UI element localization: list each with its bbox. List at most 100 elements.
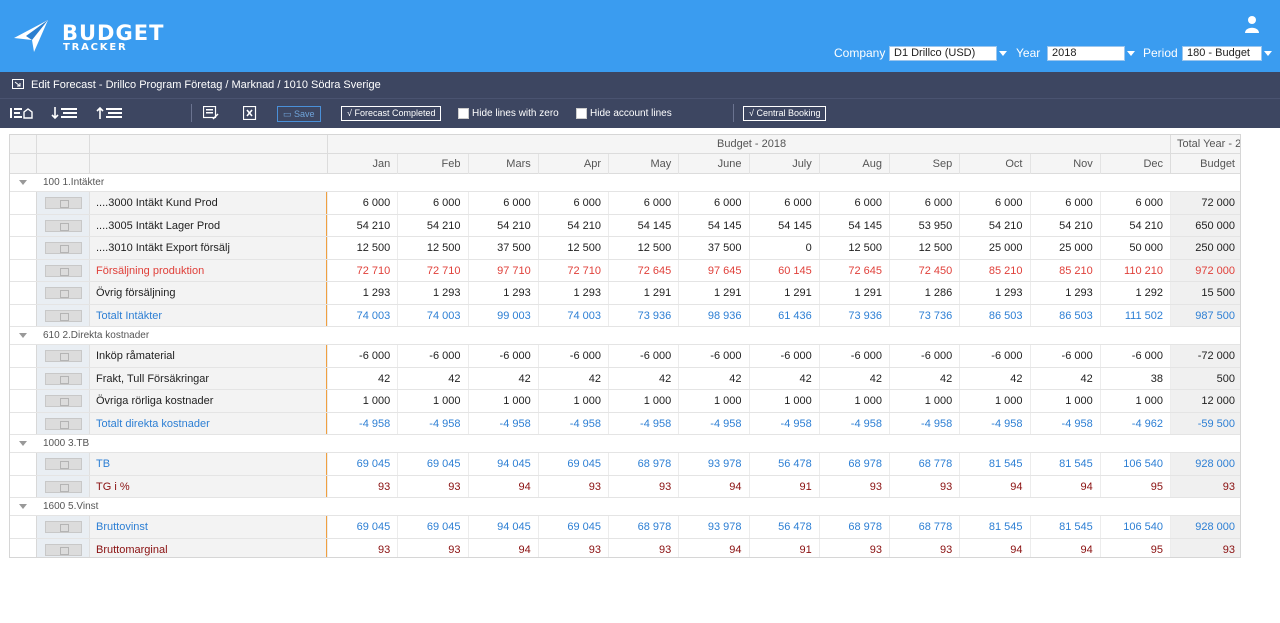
value-cell-mars[interactable]: 1 000 xyxy=(467,390,538,412)
value-cell-dec[interactable]: 54 210 xyxy=(1099,214,1170,236)
value-cell-feb[interactable]: 1 293 xyxy=(397,282,467,304)
value-cell-june[interactable]: -4 958 xyxy=(678,412,748,434)
value-cell-nov[interactable]: 54 210 xyxy=(1029,214,1100,236)
value-cell-mars[interactable]: 6 000 xyxy=(467,192,538,214)
row-detail-button[interactable] xyxy=(45,372,82,385)
hide-zero-lines-checkbox[interactable] xyxy=(458,108,469,119)
value-cell-jan[interactable]: 1 293 xyxy=(327,282,397,304)
value-cell-june[interactable]: 94 xyxy=(678,538,748,557)
row-detail-button[interactable] xyxy=(45,242,82,254)
value-cell-oct[interactable]: 94 xyxy=(959,538,1029,557)
collapse-caret-icon[interactable] xyxy=(19,504,27,509)
value-cell-june[interactable]: 42 xyxy=(678,367,748,389)
value-cell-aug[interactable]: -6 000 xyxy=(818,345,889,367)
value-cell-mars[interactable]: 94 045 xyxy=(467,453,538,475)
row-detail-button[interactable] xyxy=(45,480,82,493)
value-cell-dec[interactable]: 106 540 xyxy=(1099,516,1170,538)
group-row[interactable]: 610 2.Direkta kostnader xyxy=(10,327,1240,345)
period-select[interactable]: 180 - Budget xyxy=(1182,46,1272,61)
value-cell-mars[interactable]: 1 293 xyxy=(467,282,538,304)
value-cell-may[interactable]: 6 000 xyxy=(608,192,678,214)
value-cell-may[interactable]: 93 xyxy=(608,475,678,497)
value-cell-dec[interactable]: 110 210 xyxy=(1099,259,1170,281)
user-icon[interactable] xyxy=(1244,15,1260,33)
row-detail-button[interactable] xyxy=(45,287,82,299)
value-cell-july[interactable]: 1 291 xyxy=(748,282,819,304)
value-cell-dec[interactable]: 95 xyxy=(1099,538,1170,557)
value-cell-feb[interactable]: 72 710 xyxy=(397,259,467,281)
value-cell-oct[interactable]: 54 210 xyxy=(959,214,1029,236)
value-cell-nov[interactable]: 86 503 xyxy=(1029,304,1100,326)
value-cell-sep[interactable]: 12 500 xyxy=(889,237,959,259)
value-cell-apr[interactable]: 1 000 xyxy=(537,390,608,412)
value-cell-feb[interactable]: 69 045 xyxy=(397,453,467,475)
value-cell-feb[interactable]: 74 003 xyxy=(397,304,467,326)
value-cell-sep[interactable]: 1 000 xyxy=(889,390,959,412)
value-cell-nov[interactable]: 1 293 xyxy=(1029,282,1100,304)
value-cell-oct[interactable]: 81 545 xyxy=(959,516,1029,538)
value-cell-dec[interactable]: 111 502 xyxy=(1099,304,1170,326)
value-cell-june[interactable]: 97 645 xyxy=(678,259,748,281)
value-cell-july[interactable]: 6 000 xyxy=(748,192,819,214)
value-cell-apr[interactable]: 54 210 xyxy=(537,214,608,236)
value-cell-dec[interactable]: 38 xyxy=(1099,367,1170,389)
value-cell-nov[interactable]: -6 000 xyxy=(1029,345,1100,367)
value-cell-aug[interactable]: 93 xyxy=(818,538,889,557)
value-cell-dec[interactable]: 95 xyxy=(1099,475,1170,497)
value-cell-dec[interactable]: 1 000 xyxy=(1099,390,1170,412)
value-cell-dec[interactable]: -4 962 xyxy=(1099,412,1170,434)
value-cell-may[interactable]: 42 xyxy=(608,367,678,389)
value-cell-sep[interactable]: 93 xyxy=(889,538,959,557)
value-cell-oct[interactable]: 81 545 xyxy=(959,453,1029,475)
value-cell-aug[interactable]: 68 978 xyxy=(818,516,889,538)
value-cell-oct[interactable]: 85 210 xyxy=(959,259,1029,281)
value-cell-nov[interactable]: 94 xyxy=(1029,475,1100,497)
row-detail-button[interactable] xyxy=(45,219,82,232)
row-detail-button[interactable] xyxy=(45,350,82,362)
value-cell-june[interactable]: 98 936 xyxy=(678,304,748,326)
value-cell-jan[interactable]: -6 000 xyxy=(327,345,397,367)
value-cell-dec[interactable]: 50 000 xyxy=(1099,237,1170,259)
value-cell-sep[interactable]: 53 950 xyxy=(889,214,959,236)
value-cell-jan[interactable]: 42 xyxy=(327,367,397,389)
value-cell-jan[interactable]: 1 000 xyxy=(327,390,397,412)
value-cell-nov[interactable]: 85 210 xyxy=(1029,259,1100,281)
value-cell-nov[interactable]: 42 xyxy=(1029,367,1100,389)
value-cell-aug[interactable]: 1 291 xyxy=(818,282,889,304)
value-cell-nov[interactable]: 81 545 xyxy=(1029,516,1100,538)
value-cell-oct[interactable]: 1 293 xyxy=(959,282,1029,304)
value-cell-july[interactable]: -6 000 xyxy=(748,345,819,367)
value-cell-mars[interactable]: 97 710 xyxy=(467,259,538,281)
value-cell-sep[interactable]: -4 958 xyxy=(889,412,959,434)
value-cell-apr[interactable]: 42 xyxy=(537,367,608,389)
value-cell-june[interactable]: 54 145 xyxy=(678,214,748,236)
value-cell-oct[interactable]: 42 xyxy=(959,367,1029,389)
value-cell-apr[interactable]: 12 500 xyxy=(537,237,608,259)
value-cell-apr[interactable]: 6 000 xyxy=(537,192,608,214)
value-cell-nov[interactable]: 25 000 xyxy=(1029,237,1100,259)
value-cell-sep[interactable]: 73 736 xyxy=(889,304,959,326)
value-cell-feb[interactable]: 93 xyxy=(397,475,467,497)
value-cell-nov[interactable]: 6 000 xyxy=(1029,192,1100,214)
value-cell-apr[interactable]: 69 045 xyxy=(537,516,608,538)
value-cell-apr[interactable]: 93 xyxy=(537,475,608,497)
value-cell-july[interactable]: 91 xyxy=(748,538,819,557)
value-cell-jan[interactable]: 93 xyxy=(327,538,397,557)
value-cell-mars[interactable]: -6 000 xyxy=(467,345,538,367)
value-cell-dec[interactable]: 6 000 xyxy=(1099,192,1170,214)
value-cell-oct[interactable]: -6 000 xyxy=(959,345,1029,367)
value-cell-may[interactable]: 12 500 xyxy=(608,237,678,259)
value-cell-oct[interactable]: 25 000 xyxy=(959,237,1029,259)
value-cell-dec[interactable]: 1 292 xyxy=(1099,282,1170,304)
value-cell-aug[interactable]: 68 978 xyxy=(818,453,889,475)
edit-list-icon[interactable] xyxy=(203,106,219,120)
value-cell-oct[interactable]: 86 503 xyxy=(959,304,1029,326)
value-cell-aug[interactable]: -4 958 xyxy=(818,412,889,434)
year-select[interactable]: 2018 xyxy=(1047,46,1135,61)
indent-up-icon[interactable] xyxy=(96,106,124,120)
value-cell-jan[interactable]: 72 710 xyxy=(327,259,397,281)
value-cell-feb[interactable]: 42 xyxy=(397,367,467,389)
value-cell-dec[interactable]: -6 000 xyxy=(1099,345,1170,367)
value-cell-nov[interactable]: 94 xyxy=(1029,538,1100,557)
row-detail-button[interactable] xyxy=(45,521,82,533)
